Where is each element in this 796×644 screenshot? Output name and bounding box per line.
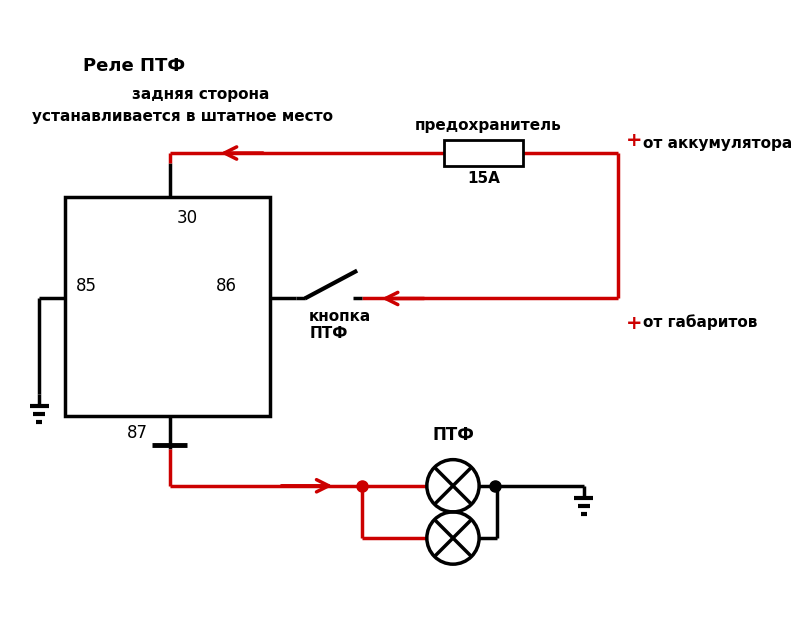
Bar [444,140,523,166]
Text: 85: 85 [76,277,97,295]
Text: предохранитель: предохранитель [415,118,561,133]
Text: задняя сторона: задняя сторона [131,87,269,102]
Text: от аккумулятора: от аккумулятора [643,137,792,151]
Text: Реле ПТФ: Реле ПТФ [83,57,185,75]
Text: кнопка
ПТФ: кнопка ПТФ [309,309,372,341]
Text: +: + [626,314,642,333]
Text: 15А: 15А [467,171,500,186]
Text: 30: 30 [177,209,198,227]
Bar [65,196,270,416]
Text: ПТФ: ПТФ [432,426,474,444]
Text: 86: 86 [216,277,237,295]
Text: устанавливается в штатное место: устанавливается в штатное место [33,109,334,124]
Text: 87: 87 [127,424,148,442]
Text: +: + [626,131,642,149]
Text: от габаритов: от габаритов [643,314,757,330]
